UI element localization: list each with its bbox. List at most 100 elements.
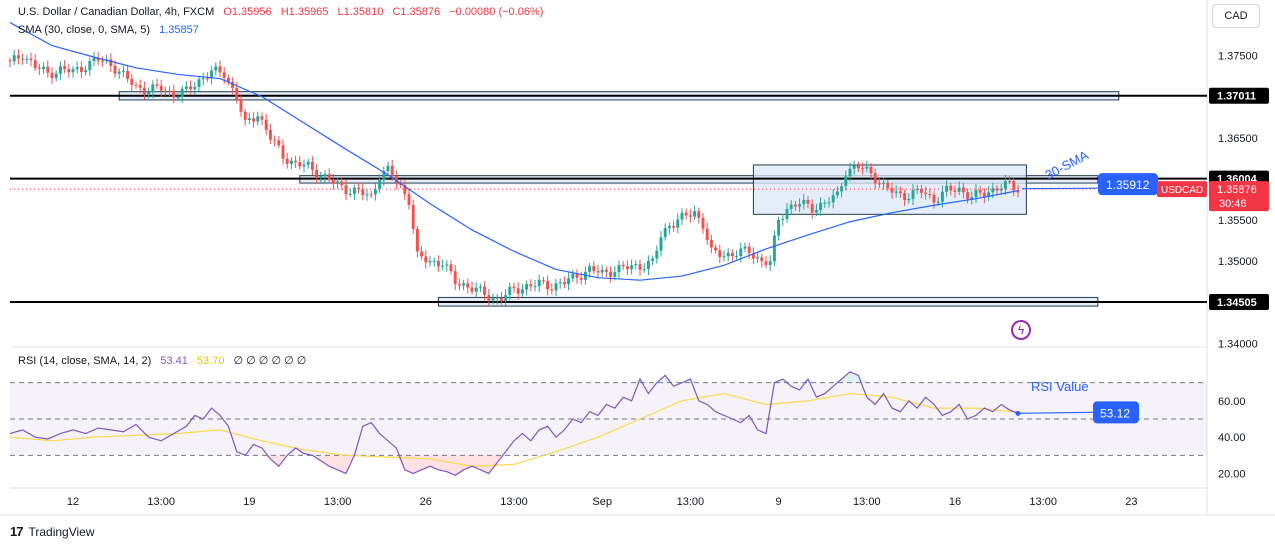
rsi-legend[interactable]: RSI (14, close, SMA, 14, 2) 53.41 53.70 … bbox=[18, 354, 312, 367]
candle-body bbox=[46, 66, 50, 73]
candle-body bbox=[982, 192, 986, 198]
sma-legend[interactable]: SMA (30, close, 0, SMA, 5) 1.35857 bbox=[18, 24, 205, 36]
candle-body bbox=[239, 99, 243, 112]
candle-body bbox=[562, 282, 566, 285]
candle-body bbox=[121, 70, 125, 72]
candle-body bbox=[827, 202, 831, 204]
candle-body bbox=[789, 204, 793, 209]
candle-body bbox=[630, 265, 634, 270]
candle-body bbox=[281, 145, 285, 159]
candle-body bbox=[92, 57, 96, 62]
candle-body bbox=[205, 78, 209, 80]
candle-body bbox=[151, 84, 155, 93]
candle-body bbox=[978, 189, 982, 193]
candle-body bbox=[722, 256, 726, 258]
candle-body bbox=[571, 273, 575, 279]
candle-body bbox=[894, 191, 898, 193]
candle-body bbox=[37, 68, 41, 70]
candle-body bbox=[575, 273, 579, 278]
candle-body bbox=[516, 288, 520, 294]
candle-body bbox=[877, 183, 881, 185]
candle-body bbox=[373, 189, 377, 195]
candle-body bbox=[709, 240, 713, 248]
candle-body bbox=[264, 119, 268, 130]
sma-annotation-arrow bbox=[1021, 187, 1099, 190]
rsi-annotation-line bbox=[1017, 411, 1094, 414]
candle-body bbox=[483, 286, 487, 296]
candle-body bbox=[134, 84, 138, 86]
candle-body bbox=[352, 187, 356, 194]
candle-body bbox=[604, 269, 608, 272]
candle-body bbox=[999, 188, 1003, 191]
candle-body bbox=[583, 271, 587, 280]
candle-body bbox=[558, 282, 562, 284]
candle-body bbox=[54, 73, 58, 79]
level-price-tag-label: 1.37011 bbox=[1217, 91, 1256, 103]
time-tick-label: 26 bbox=[420, 496, 432, 508]
lightning-icon[interactable]: ϟ bbox=[1011, 320, 1031, 340]
candle-body bbox=[420, 251, 424, 257]
candle-body bbox=[327, 174, 331, 180]
candle-body bbox=[764, 261, 768, 266]
candle-body bbox=[336, 181, 340, 184]
time-tick-label: 9 bbox=[776, 496, 782, 508]
candle-body bbox=[676, 219, 680, 228]
candle-body bbox=[96, 57, 100, 61]
symbol-tag bbox=[1157, 181, 1207, 198]
candle-body bbox=[504, 295, 508, 302]
candle-body bbox=[457, 284, 461, 286]
rsi-oversold-fill bbox=[438, 455, 447, 472]
rsi-overbought-fill bbox=[841, 371, 850, 383]
candle-body bbox=[861, 168, 865, 170]
candle-body bbox=[491, 298, 495, 301]
time-tick-label: 23 bbox=[1125, 496, 1137, 508]
candle-body bbox=[315, 169, 319, 179]
candle-body bbox=[651, 258, 655, 261]
candle-body bbox=[814, 210, 818, 213]
candle-body bbox=[735, 256, 739, 258]
candle-body bbox=[436, 260, 440, 267]
candle-body bbox=[945, 185, 949, 192]
candle-body bbox=[798, 204, 802, 207]
candle-body bbox=[760, 257, 764, 262]
candle-body bbox=[726, 252, 730, 257]
candle-body bbox=[663, 228, 667, 238]
candle-body bbox=[147, 92, 151, 95]
bar-countdown-label: 30:46 bbox=[1219, 198, 1247, 210]
candle-body bbox=[554, 283, 558, 291]
price-tick-label: 1.35500 bbox=[1218, 215, 1258, 227]
rsi-legend-value: 53.41 bbox=[160, 355, 188, 367]
sma-legend-label: SMA (30, close, 0, SMA, 5) bbox=[18, 24, 151, 36]
rsi-oversold-fill bbox=[455, 455, 464, 476]
candle-body bbox=[214, 66, 218, 71]
tradingview-logo[interactable]: 17 TradingView bbox=[10, 524, 95, 539]
candle-body bbox=[961, 187, 965, 193]
symbol-header: U.S. Dollar / Canadian Dollar, 4h, FXCM … bbox=[18, 6, 549, 18]
candle-body bbox=[348, 193, 352, 195]
candle-body bbox=[407, 194, 411, 205]
candle-body bbox=[625, 266, 629, 270]
candle-body bbox=[357, 187, 361, 190]
candle-body bbox=[298, 162, 302, 167]
candle-body bbox=[411, 204, 415, 229]
candle-body bbox=[231, 82, 235, 88]
candle-body bbox=[71, 69, 75, 73]
candle-body bbox=[697, 211, 701, 218]
time-tick-label: 13:00 bbox=[147, 496, 175, 508]
rsi-ma-line bbox=[9, 392, 1019, 467]
rsi-tick-label: 40.00 bbox=[1218, 432, 1246, 444]
candle-body bbox=[277, 140, 281, 146]
rsi-oversold-fill bbox=[413, 455, 422, 474]
rsi-oversold-fill bbox=[446, 455, 456, 476]
candle-body bbox=[793, 204, 797, 207]
candle-body bbox=[193, 86, 197, 90]
candle-body bbox=[495, 297, 499, 299]
candle-body bbox=[609, 271, 613, 277]
rsi-oversold-fill bbox=[480, 455, 489, 474]
candle-body bbox=[701, 217, 705, 229]
candle-body bbox=[600, 269, 604, 273]
currency-button[interactable]: CAD bbox=[1212, 4, 1260, 28]
candle-body bbox=[823, 202, 827, 204]
candle-body bbox=[718, 250, 722, 258]
